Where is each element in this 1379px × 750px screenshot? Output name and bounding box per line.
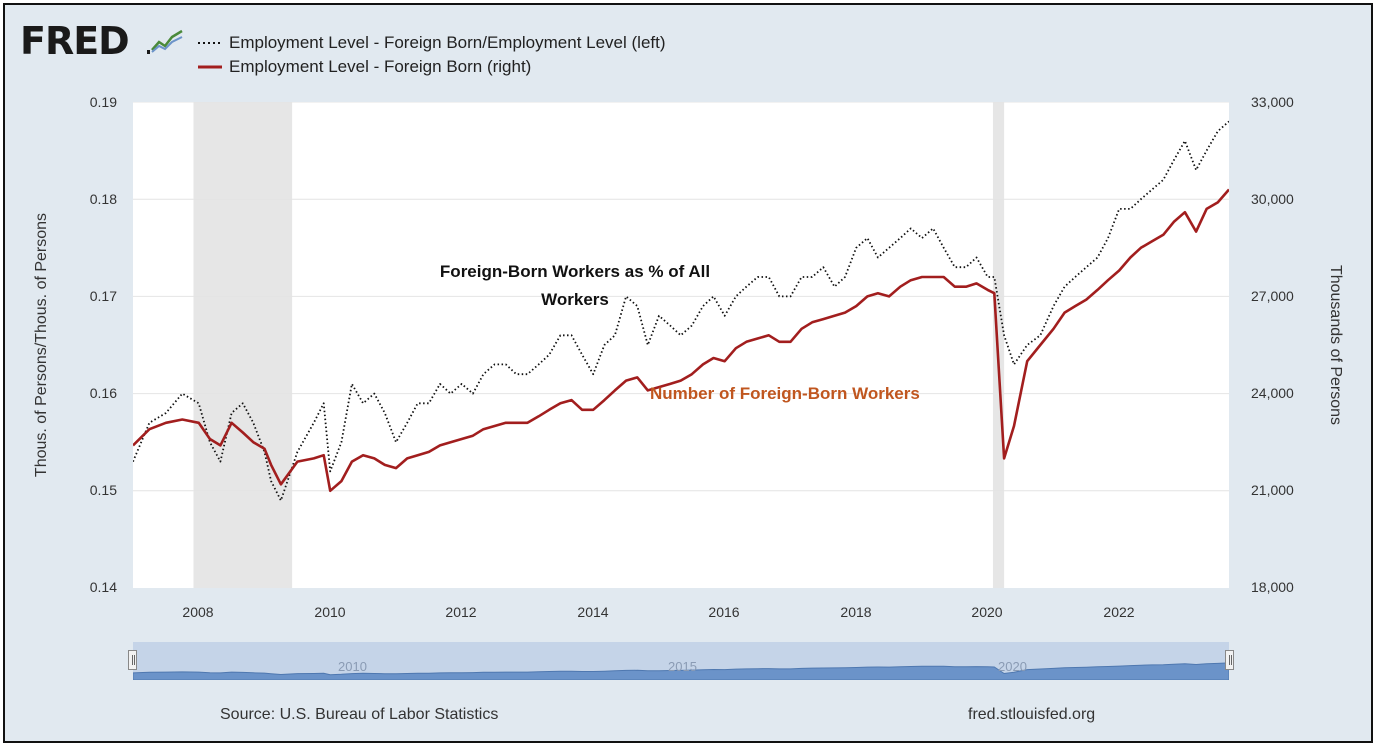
navigator-handle-left[interactable] — [128, 650, 137, 670]
fred-logo[interactable]: FRED — [20, 19, 130, 63]
x-tick-2010: 2010 — [314, 604, 346, 620]
x-tick-2012: 2012 — [445, 604, 477, 620]
y-tick-left-5: 0.19 — [89, 94, 117, 110]
source-text: Source: U.S. Bureau of Labor Statistics — [220, 706, 499, 723]
legend-item-ratio[interactable]: Employment Level - Foreign Born/Employme… — [197, 32, 666, 54]
logo-graph-icon — [150, 28, 184, 54]
x-tick-2008: 2008 — [182, 604, 214, 620]
y-axis-label-left: Thous. of Persons/Thous. of Persons — [33, 212, 50, 478]
y-axis-label-right: Thousands of Persons — [1327, 264, 1344, 426]
navigator-area — [133, 662, 1229, 680]
navigator-handle-right[interactable] — [1225, 650, 1234, 670]
grid-lines — [133, 102, 1229, 492]
y-tick-left-3: 0.17 — [89, 288, 117, 304]
navigator-series — [133, 662, 1229, 680]
legend-label-count: Employment Level - Foreign Born (right) — [229, 57, 532, 76]
x-tick-2016: 2016 — [708, 604, 740, 620]
x-tick-2022: 2022 — [1103, 604, 1135, 620]
annotation-count-series: Number of Foreign-Born Workers — [650, 384, 920, 403]
recession-band-0 — [193, 102, 293, 588]
range-navigator[interactable]: 2010 2015 2020 — [133, 642, 1229, 680]
y-tick-left-0: 0.14 — [89, 579, 117, 595]
y-tick-right-5: 33,000 — [1251, 94, 1294, 110]
y-tick-left-4: 0.18 — [89, 191, 117, 207]
x-tick-2018: 2018 — [840, 604, 872, 620]
y-tick-right-3: 27,000 — [1251, 288, 1294, 304]
series-line-count — [133, 188, 1229, 493]
site-link[interactable]: fred.stlouisfed.org — [968, 706, 1096, 723]
dotted-line-icon — [198, 42, 222, 44]
legend-item-count[interactable]: Employment Level - Foreign Born (right) — [197, 56, 531, 78]
annotation-ratio-series: Foreign-Born Workers as % of All Workers — [439, 262, 711, 309]
navigator-label-2020: 2020 — [998, 659, 1027, 674]
y-tick-right-0: 18,000 — [1251, 579, 1294, 595]
y-tick-right-2: 24,000 — [1251, 385, 1294, 401]
y-tick-left-1: 0.15 — [89, 482, 117, 498]
y-tick-right-1: 21,000 — [1251, 482, 1294, 498]
plot-area[interactable] — [133, 102, 1229, 588]
x-tick-2020: 2020 — [971, 604, 1003, 620]
series-lines — [133, 120, 1229, 502]
logo-dot — [147, 50, 151, 54]
y-tick-left-2: 0.16 — [89, 385, 117, 401]
navigator-label-2010: 2010 — [338, 659, 367, 674]
navigator-label-2015: 2015 — [668, 659, 697, 674]
y-tick-right-4: 30,000 — [1251, 191, 1294, 207]
solid-line-icon — [198, 65, 222, 69]
legend-label-ratio: Employment Level - Foreign Born/Employme… — [229, 33, 666, 52]
x-tick-2014: 2014 — [577, 604, 609, 620]
plot-background — [133, 102, 1229, 588]
series-line-ratio — [133, 120, 1229, 502]
